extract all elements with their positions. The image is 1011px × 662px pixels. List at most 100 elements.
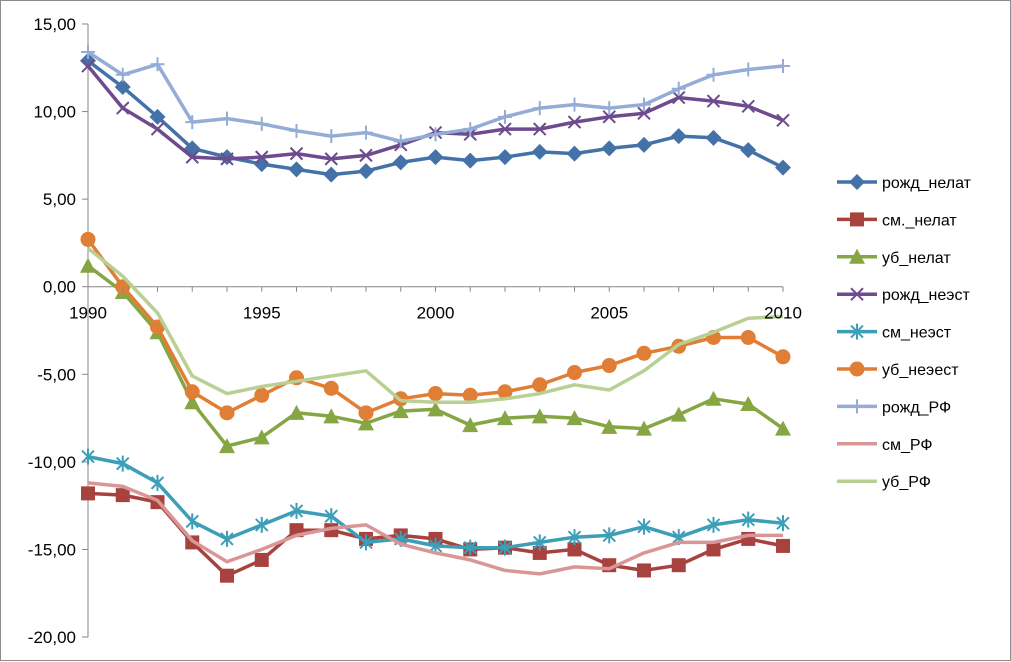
series-7 [81, 45, 790, 149]
data-point [393, 134, 408, 149]
data-point [776, 113, 790, 128]
legend-entry: уб_РФ [837, 474, 931, 491]
data-point [463, 539, 477, 556]
data-point [740, 330, 756, 346]
data-point [220, 530, 234, 547]
data-point [498, 122, 512, 136]
data-point [255, 150, 269, 164]
series-8 [87, 481, 783, 576]
data-point [289, 123, 304, 138]
data-point [497, 384, 513, 400]
data-point [80, 257, 96, 273]
data-point [602, 527, 616, 544]
data-point [567, 115, 582, 129]
data-point [392, 154, 409, 171]
legend-marker [849, 248, 865, 264]
data-point [533, 122, 547, 136]
legend-entry: рожд_нелат [837, 174, 972, 192]
x-axis-ticks: 1990 1995 2000 2005 2010 [69, 286, 802, 323]
data-point [359, 534, 373, 551]
data-point [150, 57, 165, 72]
data-point [358, 405, 374, 421]
legend-entry: см._нелат [837, 212, 957, 229]
data-point [636, 345, 652, 361]
data-point [567, 97, 582, 112]
x-tick-label: 2010 [764, 304, 802, 323]
legend-label: рожд_неэст [882, 287, 970, 304]
data-point [358, 415, 374, 431]
y-axis-ticks: 15,00 10,00 5,00 0,00 -5,00 -10,00 -15,00 -20,0… [28, 15, 88, 647]
data-point [115, 488, 130, 503]
series-line [86, 246, 784, 405]
data-point [220, 111, 234, 126]
data-point [531, 408, 548, 424]
y-tick-label: 10,00 [33, 103, 76, 122]
data-point [670, 406, 687, 422]
data-point [185, 513, 199, 530]
data-point [741, 99, 755, 114]
y-tick-label: 15,00 [33, 15, 76, 34]
data-point [531, 143, 548, 160]
data-point [253, 429, 270, 445]
data-point [254, 552, 269, 567]
data-point [323, 166, 340, 183]
data-point [115, 67, 130, 82]
data-point [150, 122, 165, 136]
data-point [255, 516, 269, 533]
data-point [462, 152, 479, 169]
series-5 [81, 448, 790, 556]
series-6 [80, 231, 791, 421]
series-1 [80, 52, 791, 183]
data-point [532, 377, 548, 393]
data-point [219, 438, 235, 454]
x-tick-label: 2005 [590, 304, 628, 323]
data-point [185, 150, 199, 164]
data-point [533, 534, 547, 551]
data-point [428, 386, 443, 402]
data-point [81, 45, 95, 60]
data-point [532, 101, 547, 116]
x-tick-label: 1990 [69, 304, 107, 323]
data-point [601, 358, 617, 374]
data-point [427, 149, 444, 166]
data-point [706, 516, 721, 533]
legend-entry: рожд_РФ [837, 399, 951, 416]
legend-marker [849, 174, 865, 190]
data-point [185, 115, 200, 130]
data-point [602, 101, 617, 116]
legend-marker [850, 323, 864, 340]
data-point [116, 101, 130, 115]
series-9 [86, 246, 784, 405]
data-point [289, 502, 304, 519]
data-point [324, 508, 338, 525]
data-point [80, 52, 96, 69]
legend-entry: уб_нелат [837, 248, 951, 267]
data-point [601, 418, 618, 434]
data-point [220, 152, 234, 166]
legend-marker [850, 399, 864, 414]
legend-label: рожд_РФ [882, 399, 951, 416]
data-point [776, 59, 790, 74]
legend-label: уб_неэест [882, 362, 959, 379]
data-point [116, 455, 130, 472]
legend-label: см._нелат [882, 212, 957, 229]
legend-label: см_неэст [882, 325, 952, 342]
data-point [601, 140, 618, 157]
data-point [637, 563, 651, 578]
y-tick-label: -15,00 [28, 540, 76, 559]
data-point [637, 97, 651, 112]
data-point [149, 108, 166, 125]
data-point [219, 405, 235, 421]
data-point [670, 128, 687, 145]
data-point [706, 542, 721, 557]
data-point [567, 529, 582, 546]
data-point [740, 142, 757, 159]
legend-label: уб_нелат [882, 250, 951, 267]
data-point [636, 420, 652, 436]
data-point [358, 163, 374, 180]
data-point [288, 161, 305, 178]
data-point [463, 122, 478, 137]
data-point [359, 125, 373, 140]
data-point [498, 539, 512, 556]
